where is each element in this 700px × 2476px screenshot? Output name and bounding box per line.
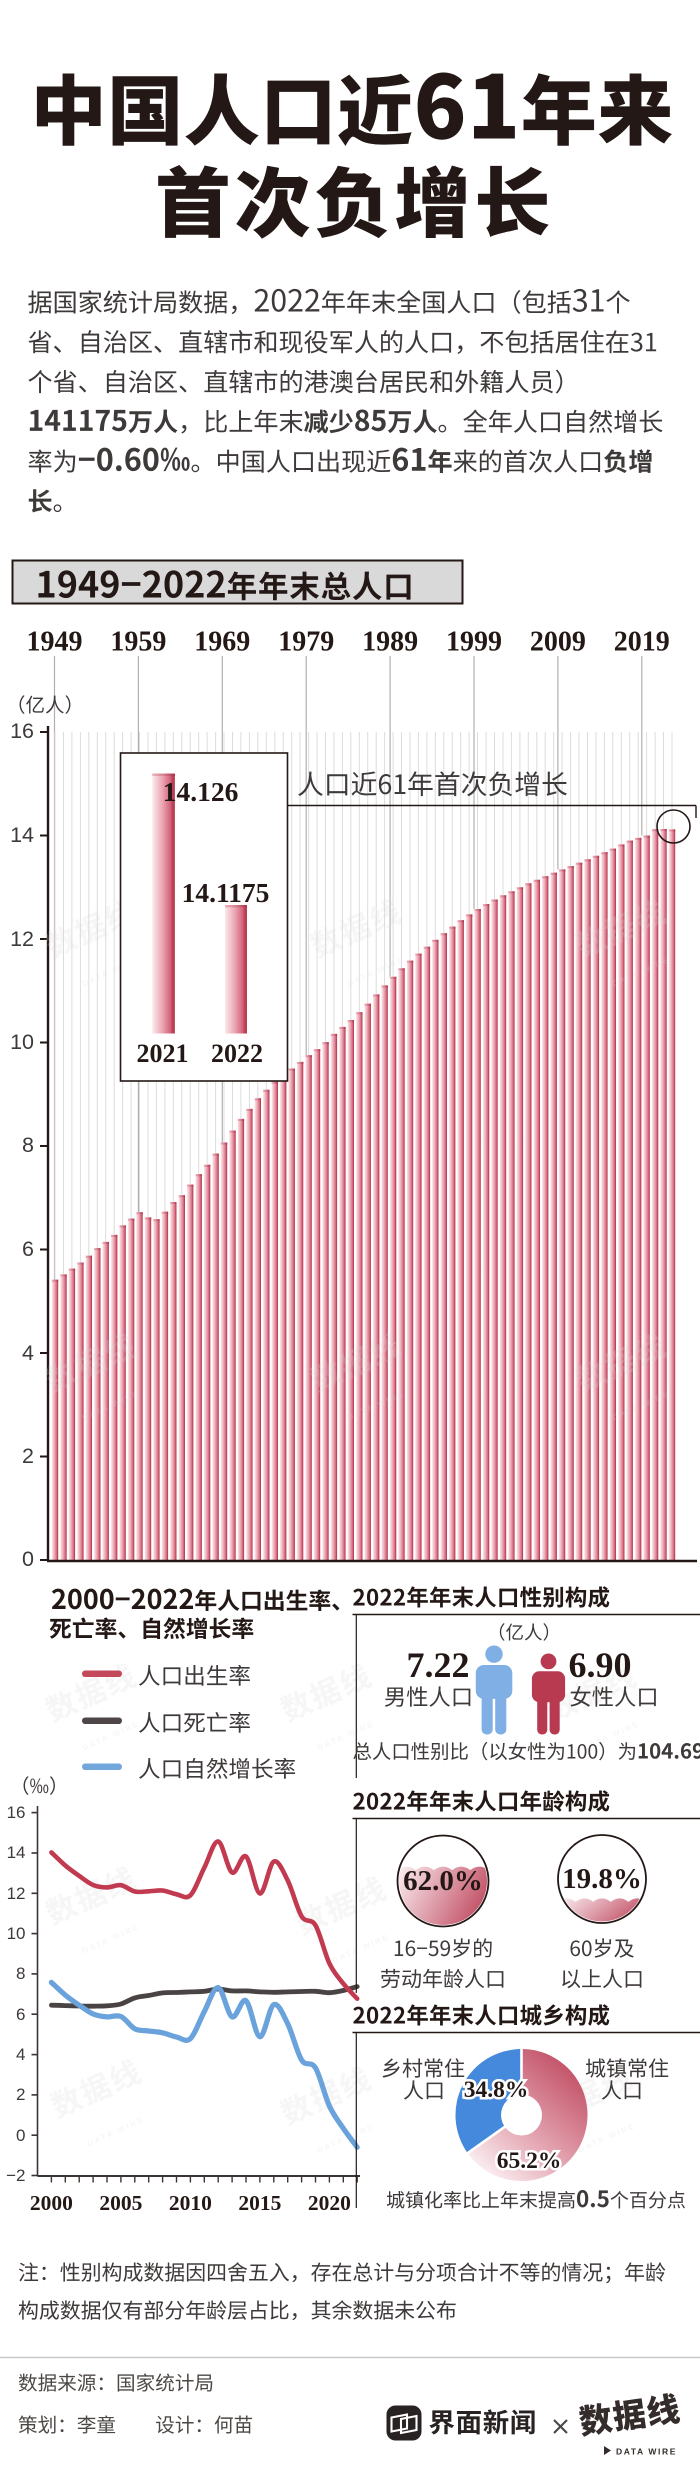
svg-text:10: 10 bbox=[7, 1924, 26, 1943]
svg-text:1959: 1959 bbox=[110, 626, 166, 657]
svg-text:2015: 2015 bbox=[238, 2191, 281, 2215]
svg-text:2019: 2019 bbox=[614, 626, 670, 657]
svg-text:DATA WIRE: DATA WIRE bbox=[316, 2122, 376, 2155]
svg-text:62.0%: 62.0% bbox=[403, 1865, 483, 1897]
svg-text:14.126: 14.126 bbox=[163, 776, 239, 807]
svg-text:16: 16 bbox=[7, 1803, 26, 1822]
svg-text:65.2%: 65.2% bbox=[497, 2148, 562, 2174]
svg-text:2: 2 bbox=[16, 2085, 25, 2104]
svg-text:34.8%: 34.8% bbox=[464, 2077, 529, 2103]
svg-text:DATA WIRE: DATA WIRE bbox=[616, 2447, 677, 2457]
svg-text:1969: 1969 bbox=[194, 626, 250, 657]
svg-text:2000: 2000 bbox=[30, 2191, 73, 2215]
svg-text:2021: 2021 bbox=[137, 1039, 189, 1068]
svg-text:1979: 1979 bbox=[278, 626, 334, 657]
svg-text:1999: 1999 bbox=[446, 626, 502, 657]
svg-text:6.90: 6.90 bbox=[569, 1645, 632, 1685]
svg-text:2: 2 bbox=[22, 1444, 34, 1468]
svg-text:−2: −2 bbox=[6, 2166, 25, 2185]
svg-text:14: 14 bbox=[10, 823, 34, 847]
svg-text:DATA WIRE: DATA WIRE bbox=[81, 1922, 141, 1955]
svg-text:0: 0 bbox=[16, 2126, 25, 2145]
svg-text:4: 4 bbox=[16, 2045, 25, 2064]
svg-text:12: 12 bbox=[7, 1884, 26, 1903]
svg-text:6: 6 bbox=[22, 1237, 34, 1261]
svg-text:8: 8 bbox=[16, 1964, 25, 1983]
svg-text:1989: 1989 bbox=[362, 626, 418, 657]
svg-text:19.8%: 19.8% bbox=[562, 1863, 642, 1895]
svg-text:2010: 2010 bbox=[169, 2191, 212, 2215]
svg-text:1949: 1949 bbox=[27, 626, 83, 657]
svg-text:7.22: 7.22 bbox=[407, 1645, 470, 1685]
svg-text:2005: 2005 bbox=[99, 2191, 142, 2215]
svg-text:DATA WIRE: DATA WIRE bbox=[331, 1932, 391, 1965]
svg-text:14.1175: 14.1175 bbox=[182, 877, 270, 908]
svg-text:2022: 2022 bbox=[211, 1039, 263, 1068]
svg-text:16: 16 bbox=[10, 719, 34, 743]
svg-text:10: 10 bbox=[10, 1030, 34, 1054]
svg-text:2009: 2009 bbox=[530, 626, 586, 657]
svg-text:6: 6 bbox=[16, 2005, 25, 2024]
svg-text:0: 0 bbox=[22, 1547, 34, 1571]
svg-text:12: 12 bbox=[10, 927, 34, 951]
svg-text:4: 4 bbox=[22, 1341, 34, 1365]
svg-text:2020: 2020 bbox=[308, 2191, 351, 2215]
svg-text:DATA WIRE: DATA WIRE bbox=[86, 2115, 146, 2148]
svg-text:DATA WIRE: DATA WIRE bbox=[81, 1719, 141, 1752]
svg-text:8: 8 bbox=[22, 1133, 34, 1157]
svg-text:14: 14 bbox=[7, 1843, 26, 1862]
